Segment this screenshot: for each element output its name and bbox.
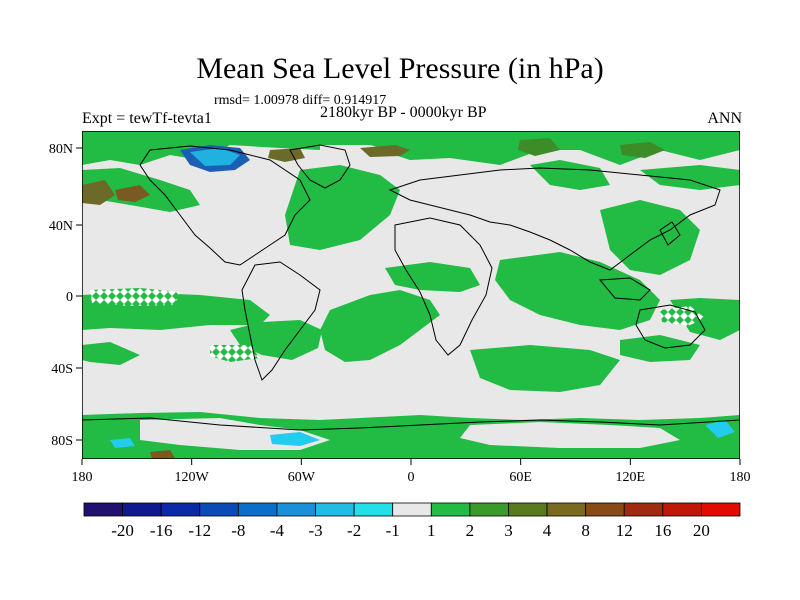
stats-line: rmsd= 1.00978 diff= 0.914917 xyxy=(214,93,387,108)
colorbar-swatch xyxy=(585,502,625,517)
colorbar-label: -16 xyxy=(150,521,173,540)
colorbar-label: 2 xyxy=(466,521,475,540)
colorbar-swatch xyxy=(623,502,664,517)
y-axis-ticks: 80N 40N 0 40S 80S xyxy=(49,142,82,449)
period-label: 2180kyr BP - 0000kyr BP xyxy=(320,104,487,121)
colorbar: -20 -16 -12 -8 -4 -3 -2 -1 1 2 3 4 8 12 16 20 xyxy=(83,502,741,540)
experiment-label: Expt = tewTf-tevta1 xyxy=(82,110,212,127)
hatched-regions xyxy=(90,288,705,362)
strong-anomaly-patches xyxy=(82,138,735,459)
colorbar-swatch xyxy=(392,502,432,517)
colorbar-swatch xyxy=(122,502,162,517)
colorbar-swatch xyxy=(546,502,587,517)
colorbar-swatch xyxy=(353,502,394,517)
colorbar-label: -8 xyxy=(231,521,245,540)
page-title: Mean Sea Level Pressure (in hPa) xyxy=(196,52,604,85)
colorbar-label: 1 xyxy=(427,521,436,540)
y-tick-label: 0 xyxy=(66,290,73,305)
colorbar-label: -3 xyxy=(308,521,322,540)
colorbar-swatch xyxy=(469,502,509,517)
colorbar-swatch xyxy=(160,502,201,517)
x-tick-label: 120W xyxy=(175,470,210,485)
x-tick-label: 180 xyxy=(730,470,751,485)
colorbar-label: -20 xyxy=(111,521,134,540)
season-label: ANN xyxy=(707,110,742,127)
x-tick-label: 180 xyxy=(72,470,93,485)
colorbar-label: -4 xyxy=(270,521,285,540)
colorbar-swatch xyxy=(315,502,355,517)
colorbar-swatch xyxy=(508,502,548,517)
x-tick-label: 60W xyxy=(288,470,316,485)
colorbar-label: -2 xyxy=(347,521,361,540)
colorbar-swatch xyxy=(83,502,123,517)
colorbar-swatch xyxy=(701,502,741,517)
colorbar-label: -1 xyxy=(386,521,400,540)
colorbar-label: 4 xyxy=(543,521,552,540)
colorbar-label: 3 xyxy=(504,521,513,540)
y-tick-label: 40S xyxy=(51,362,73,377)
x-tick-label: 120E xyxy=(616,470,646,485)
y-tick-label: 80N xyxy=(49,142,73,157)
colorbar-swatch xyxy=(430,502,471,517)
colorbar-swatch xyxy=(199,502,239,517)
colorbar-label: 8 xyxy=(581,521,590,540)
colorbar-swatch xyxy=(662,502,702,517)
y-tick-label: 80S xyxy=(51,434,73,449)
colorbar-label: -12 xyxy=(188,521,211,540)
colorbar-label: 16 xyxy=(654,521,671,540)
colorbar-swatch xyxy=(276,502,316,517)
y-tick-label: 40N xyxy=(49,219,73,234)
colorbar-label: 20 xyxy=(693,521,710,540)
colorbar-swatch xyxy=(237,502,278,517)
x-tick-label: 0 xyxy=(408,470,415,485)
x-tick-label: 60E xyxy=(509,470,532,485)
map-panel xyxy=(82,131,740,459)
coastlines xyxy=(82,144,740,431)
x-axis-ticks: 180 120W 60W 0 60E 120E 180 xyxy=(72,459,751,485)
colorbar-label: 12 xyxy=(616,521,633,540)
